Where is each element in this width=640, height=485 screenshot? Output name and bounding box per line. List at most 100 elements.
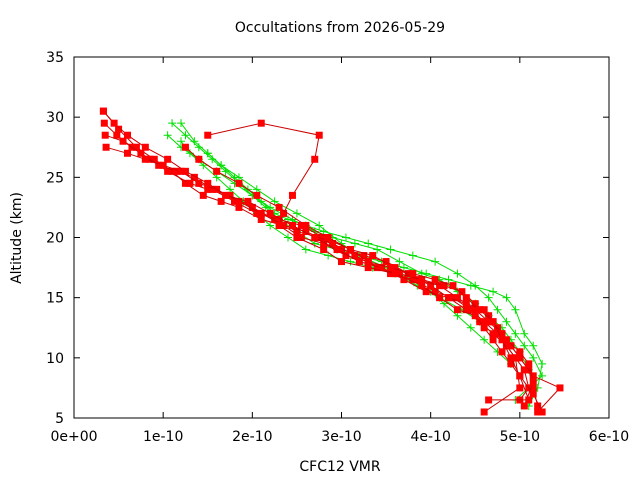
x-tick-label: 0e+00 — [50, 429, 97, 445]
data-point — [297, 221, 305, 229]
data-point — [364, 239, 373, 248]
data-point — [164, 167, 172, 175]
data-point — [271, 215, 279, 223]
data-point — [413, 276, 421, 284]
data-point — [498, 336, 506, 344]
y-tick-label: 5 — [55, 411, 64, 427]
data-point — [181, 167, 189, 175]
series-line — [207, 152, 512, 365]
y-axis-label: Altitude (km) — [9, 192, 25, 284]
data-point — [387, 264, 395, 272]
data-point — [511, 354, 519, 362]
data-point — [431, 288, 439, 296]
data-point — [293, 234, 301, 241]
data-point — [462, 294, 470, 302]
data-point — [453, 294, 461, 302]
data-point — [395, 270, 403, 278]
data-point — [100, 119, 108, 127]
data-point — [346, 246, 354, 254]
plot-frame — [73, 56, 610, 419]
data-point — [355, 258, 363, 266]
data-point — [418, 282, 426, 290]
data-point — [529, 378, 537, 386]
data-point — [266, 209, 274, 217]
data-point — [471, 306, 479, 314]
data-point — [324, 234, 332, 241]
data-point — [163, 131, 172, 140]
data-point — [119, 137, 127, 145]
data-point — [520, 329, 529, 338]
data-point — [288, 191, 296, 199]
data-point — [177, 167, 185, 175]
data-point — [529, 372, 537, 380]
data-point — [408, 251, 417, 260]
data-point — [538, 371, 547, 380]
data-point — [266, 221, 275, 230]
series-layer — [99, 107, 564, 416]
data-point — [462, 300, 470, 308]
data-point — [204, 185, 212, 193]
data-point — [177, 119, 185, 128]
data-point — [320, 240, 328, 248]
data-point — [418, 276, 426, 284]
data-point — [520, 341, 529, 350]
data-point — [485, 318, 493, 326]
data-point — [485, 396, 493, 404]
data-point — [449, 282, 457, 290]
data-point — [351, 252, 359, 260]
data-point — [275, 215, 283, 223]
data-point — [257, 209, 265, 217]
data-point — [204, 131, 212, 139]
data-point — [360, 252, 368, 260]
data-point — [155, 161, 163, 169]
data-point — [480, 318, 488, 326]
data-point — [431, 276, 439, 284]
data-point — [378, 264, 386, 272]
data-point — [110, 119, 118, 127]
data-point — [538, 359, 547, 368]
data-point — [529, 384, 537, 392]
data-point — [141, 155, 149, 163]
y-tick-label: 20 — [46, 231, 64, 247]
data-point — [235, 203, 243, 211]
data-point — [302, 227, 310, 235]
data-point — [480, 306, 488, 314]
data-point — [195, 155, 203, 163]
series-line — [180, 122, 543, 401]
data-point — [204, 179, 212, 187]
data-point — [436, 282, 444, 290]
data-point — [190, 173, 198, 181]
data-point — [502, 336, 510, 344]
data-point — [480, 324, 488, 332]
data-point — [338, 258, 345, 266]
data-point — [186, 179, 194, 187]
data-point — [199, 191, 207, 199]
data-point — [270, 197, 279, 206]
data-point — [350, 239, 359, 248]
data-point — [177, 137, 185, 146]
data-point — [346, 257, 355, 266]
data-point — [395, 257, 404, 266]
data-point — [302, 221, 310, 229]
data-point — [168, 167, 176, 175]
data-point — [226, 191, 234, 199]
data-point — [275, 203, 283, 211]
data-point — [293, 227, 301, 235]
data-point — [480, 335, 489, 344]
data-point — [404, 270, 412, 278]
data-point — [440, 282, 448, 290]
data-point — [102, 143, 110, 151]
chart-title: Occultations from 2026-05-29 — [235, 20, 445, 36]
data-point — [400, 276, 408, 284]
data-point — [217, 197, 225, 205]
data-point — [190, 137, 199, 146]
data-point — [137, 149, 145, 157]
series-5 — [99, 107, 524, 416]
data-point — [113, 131, 121, 139]
data-point — [280, 221, 288, 229]
data-point — [484, 293, 493, 302]
x-tick-label: 4e-10 — [410, 429, 450, 445]
data-point — [195, 179, 203, 187]
data-point — [235, 179, 243, 187]
